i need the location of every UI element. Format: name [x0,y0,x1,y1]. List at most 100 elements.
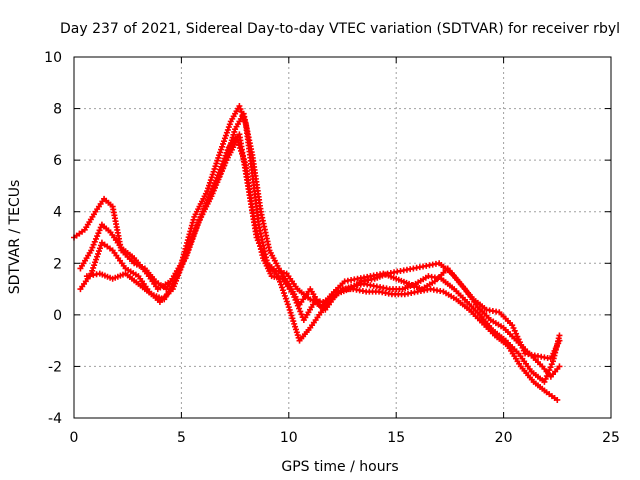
data-point [293,299,300,306]
data-point [205,194,212,201]
data-point [218,146,225,153]
data-point [282,295,289,302]
data-point [221,135,228,142]
data-point [276,275,283,282]
series-layer [71,102,563,403]
y-axis-label: SDTVAR / TECUs [7,180,23,295]
data-point [195,219,202,226]
data-point [203,200,210,207]
data-point [192,225,199,232]
y-tick-label: 2 [53,256,62,272]
data-point [196,217,203,224]
data-point [189,219,196,226]
data-point [202,203,209,210]
data-point [197,214,204,221]
data-point [253,234,260,241]
data-point [224,126,231,133]
x-axis-label: GPS time / hours [281,459,398,475]
y-tick-label: -2 [48,359,62,375]
grid [74,57,611,418]
data-point [209,186,216,193]
data-point [89,267,96,274]
x-tick-label: 5 [177,430,186,446]
data-point [217,149,224,156]
data-point [296,305,303,312]
data-point [259,248,266,255]
y-tick-label: 8 [53,102,62,118]
data-point [198,211,205,218]
data-point [254,237,261,244]
data-point [201,205,208,212]
series-trace-2 [77,110,563,362]
x-tick-label: 10 [280,430,298,446]
y-tick-label: 4 [53,205,62,221]
data-point [206,191,213,198]
data-point [219,143,226,150]
y-tick-label: 6 [53,153,62,169]
data-point [210,183,217,190]
data-point [89,244,96,251]
data-point [90,241,97,248]
data-point [92,235,99,242]
data-point [258,245,265,252]
data-point [294,302,301,309]
data-point [291,294,298,301]
data-point [260,251,267,258]
data-point [556,332,563,339]
data-point [263,257,270,264]
data-point [278,284,285,291]
data-point [222,132,229,139]
data-point [219,140,226,147]
x-tick-label: 20 [495,430,513,446]
data-point [95,230,102,237]
data-point [186,239,193,246]
tick-layer: 0 5 10 15 20 25 -4 -2 0 2 4 6 8 10 [44,50,620,446]
data-point [94,253,101,260]
data-point [292,296,299,303]
data-point [226,121,233,128]
data-point [236,102,243,109]
data-point [281,292,288,299]
data-point [284,301,291,308]
data-point [93,256,100,263]
data-point [97,242,104,249]
data-point [290,291,297,298]
data-point [237,106,244,113]
data-point [190,231,197,238]
data-point [261,254,268,261]
data-point [220,138,227,145]
y-tick-label: 0 [53,308,62,324]
data-point [208,189,215,196]
data-point [275,273,282,280]
data-point [283,298,290,305]
data-point [556,363,563,370]
data-point [94,233,101,240]
data-point [88,247,95,254]
data-point [96,227,103,234]
data-point [277,278,284,285]
data-point [95,248,102,255]
data-point [188,236,195,243]
x-tick-label: 25 [602,430,620,446]
data-point [96,245,103,252]
data-point [189,234,196,241]
data-point [280,290,287,297]
x-tick-label: 15 [387,430,405,446]
data-point [204,197,211,204]
data-point [255,240,262,247]
data-point [211,180,218,187]
data-point [223,129,230,136]
data-point [279,287,286,294]
data-point [92,259,99,266]
series-trace-4 [83,131,561,403]
data-point [188,222,195,229]
data-point [298,311,305,318]
data-point [194,222,201,229]
data-point [97,224,104,231]
data-point [297,308,304,315]
data-point [199,208,206,215]
y-tick-label: 10 [44,50,62,66]
data-point [257,243,264,250]
